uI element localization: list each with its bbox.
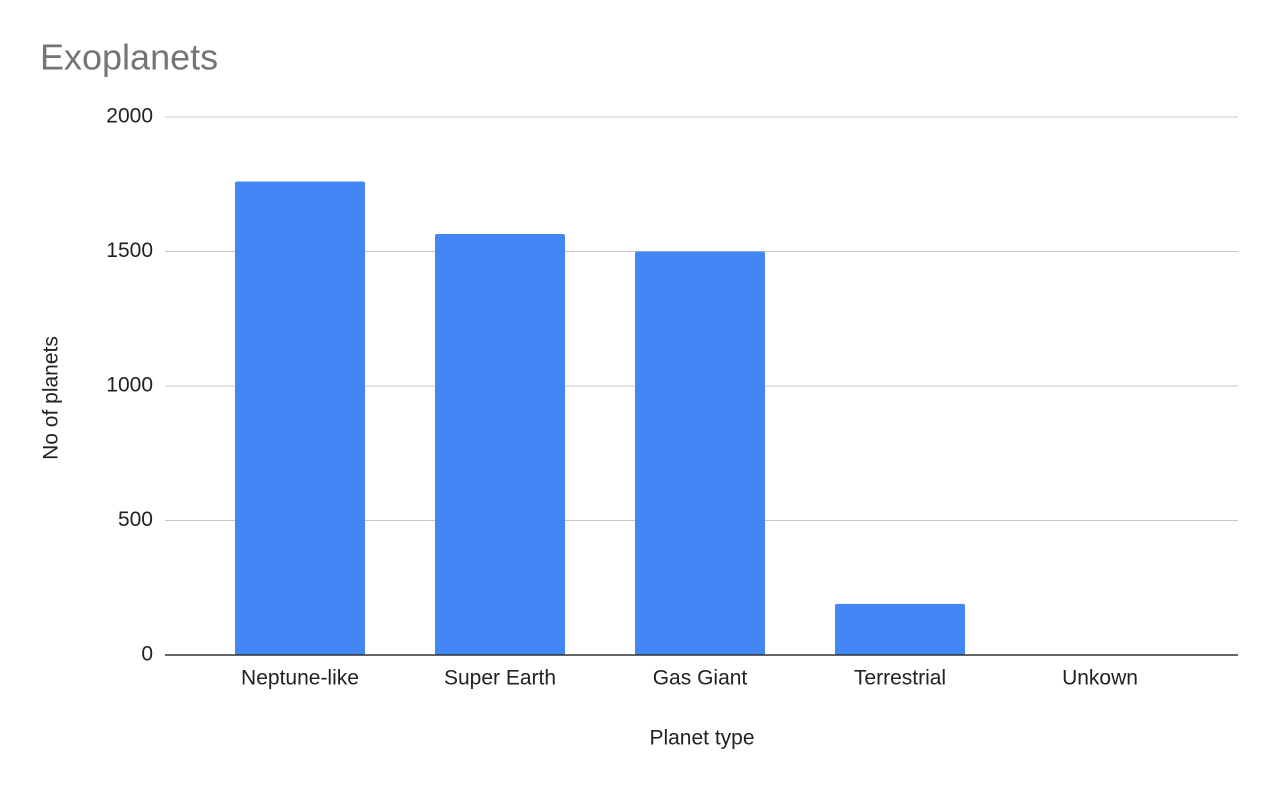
y-axis-label: No of planets [40, 336, 63, 460]
y-tick-label: 1500 [106, 239, 153, 262]
y-tick-label: 1000 [106, 374, 153, 397]
x-axis-label: Planet type [649, 727, 754, 750]
bar [835, 603, 965, 655]
bar [235, 181, 365, 655]
bar [435, 234, 565, 655]
x-tick-label: Unkown [1062, 667, 1138, 690]
x-tick-label: Super Earth [444, 667, 556, 690]
x-tick-label: Terrestrial [854, 667, 946, 690]
y-tick-label: 500 [118, 508, 153, 531]
x-tick-label: Neptune-like [241, 667, 359, 690]
chart-title: Exoplanets [40, 37, 218, 78]
bar [635, 251, 765, 655]
y-tick-label: 2000 [106, 105, 153, 128]
x-tick-label: Gas Giant [653, 667, 748, 690]
y-tick-label: 0 [141, 643, 153, 666]
